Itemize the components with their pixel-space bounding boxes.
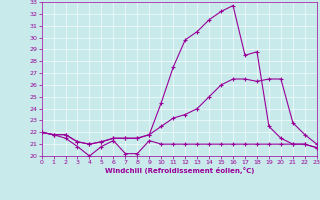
X-axis label: Windchill (Refroidissement éolien,°C): Windchill (Refroidissement éolien,°C) [105, 167, 254, 174]
